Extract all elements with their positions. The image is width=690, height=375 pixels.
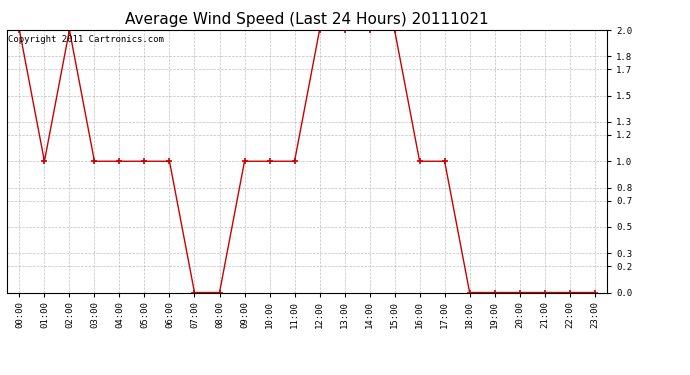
Title: Average Wind Speed (Last 24 Hours) 20111021: Average Wind Speed (Last 24 Hours) 20111… xyxy=(126,12,489,27)
Text: Copyright 2011 Cartronics.com: Copyright 2011 Cartronics.com xyxy=(8,35,164,44)
